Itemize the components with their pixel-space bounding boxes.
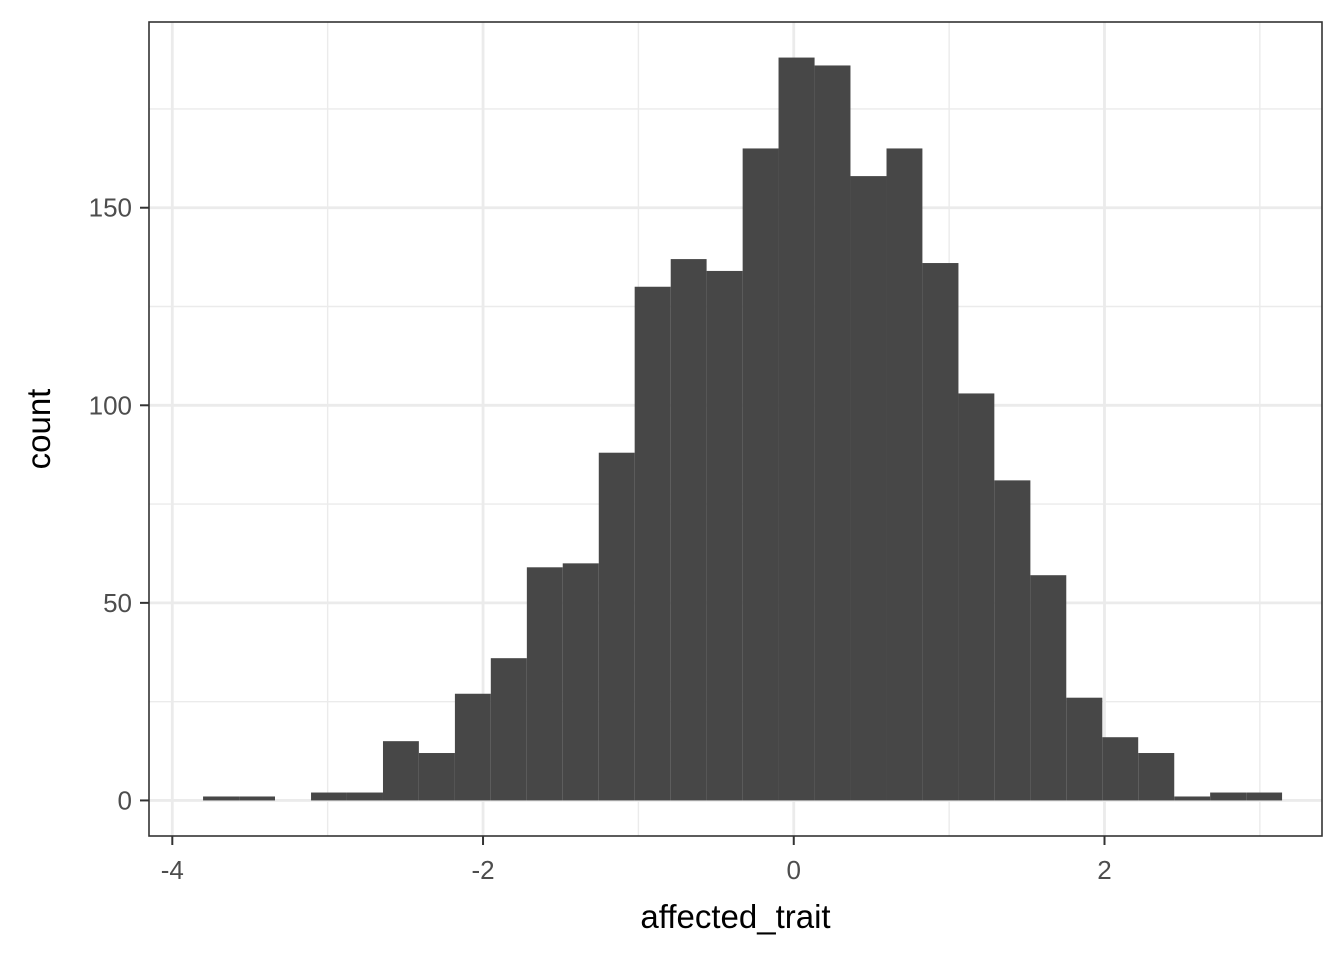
histogram-bar (958, 393, 995, 801)
histogram-bar (886, 148, 923, 801)
histogram-bar (490, 658, 527, 801)
histogram-bar (1246, 792, 1283, 801)
histogram-bar (1174, 796, 1211, 801)
histogram-bar (1210, 792, 1247, 801)
histogram-bar (346, 792, 383, 801)
y-axis-title: count (20, 389, 57, 470)
histogram-bar (814, 65, 851, 801)
panel-border (148, 21, 1323, 837)
x-axis: -4 -2 0 2 (161, 836, 1112, 885)
histogram-bar (526, 567, 563, 801)
histogram-bar (994, 480, 1031, 801)
histogram-bar (670, 259, 707, 801)
histogram-bar (742, 148, 779, 801)
histogram-bar (706, 270, 743, 801)
histogram-bar (382, 741, 419, 801)
histogram-bar (311, 792, 347, 801)
y-axis: 0 50 100 150 (89, 193, 149, 815)
histogram-bar (239, 796, 276, 801)
y-tick-label: 100 (89, 390, 132, 420)
histogram-bar (418, 753, 455, 801)
histogram-bar (850, 176, 887, 801)
y-tick-label: 0 (118, 785, 132, 815)
y-tick-label: 150 (89, 193, 132, 223)
histogram-bar (598, 452, 635, 801)
x-tick-label: 2 (1097, 855, 1111, 885)
histogram-bar (778, 57, 815, 801)
histogram-bar (454, 693, 491, 801)
histogram-bar (922, 263, 959, 801)
histogram-bar (203, 796, 240, 801)
x-tick-label: -2 (471, 855, 494, 885)
histogram-bar (634, 286, 671, 801)
x-tick-label: -4 (161, 855, 184, 885)
histogram-bar (1066, 697, 1103, 801)
histogram-bar (562, 563, 599, 801)
x-axis-title: affected_trait (640, 898, 830, 935)
x-tick-label: 0 (787, 855, 801, 885)
histogram-bar (1102, 737, 1139, 801)
histogram-bar (1030, 575, 1067, 801)
histogram-bars (203, 57, 1283, 801)
histogram-bar (1138, 753, 1175, 801)
y-tick-label: 50 (103, 588, 132, 618)
